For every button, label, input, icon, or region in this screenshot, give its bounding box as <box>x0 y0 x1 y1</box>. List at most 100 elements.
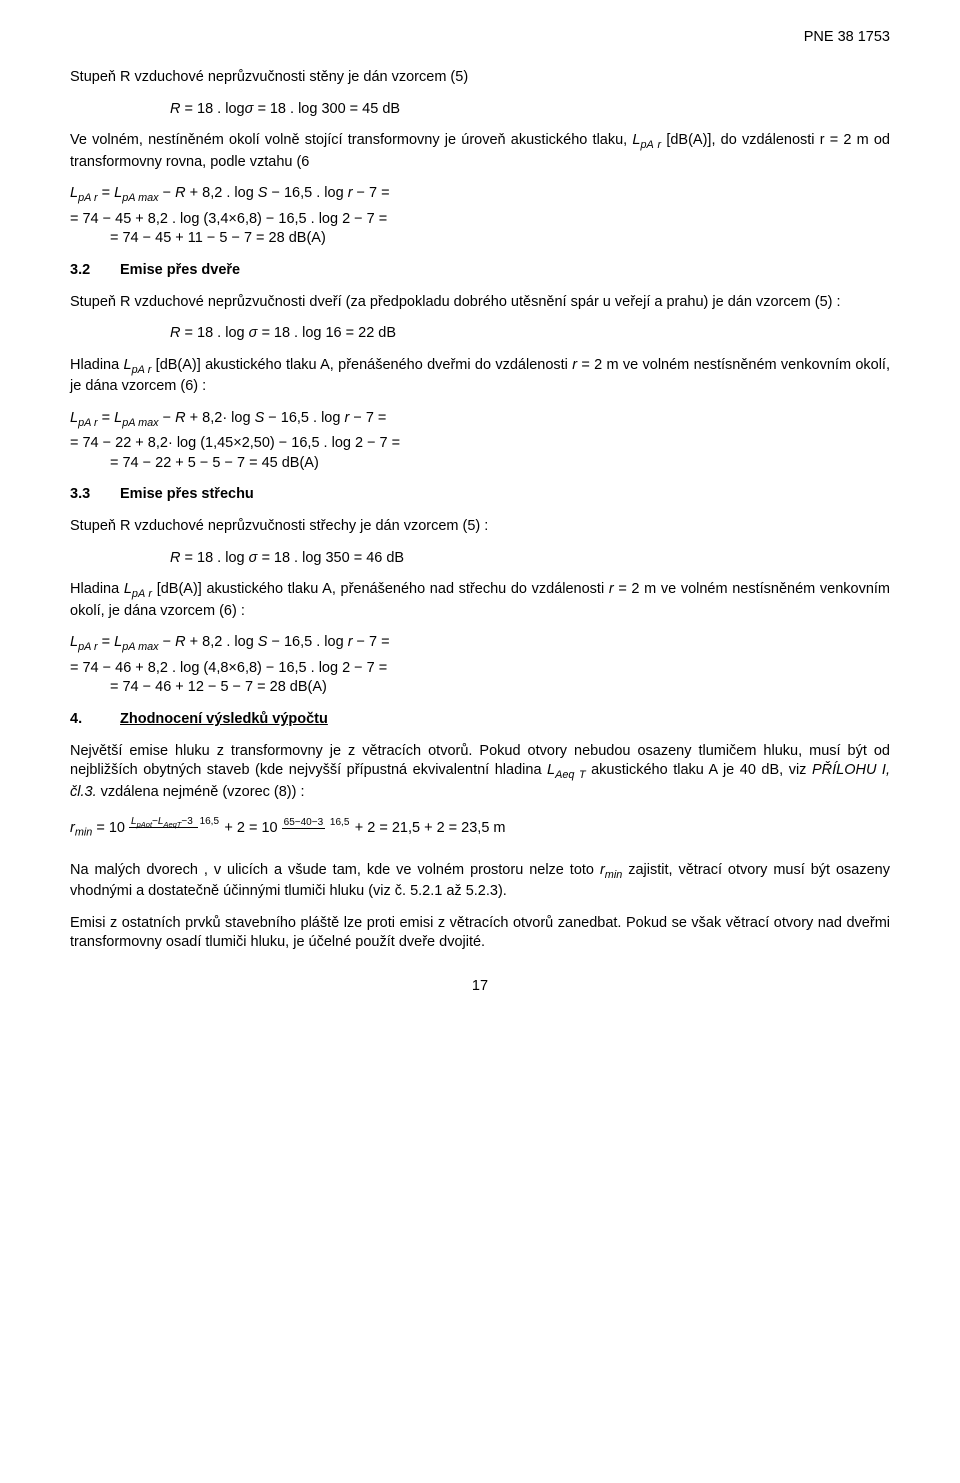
para-7: Největší emise hluku z transformovny je … <box>70 742 890 803</box>
c1-minus: − <box>159 185 176 201</box>
c1-L2: L <box>114 185 122 201</box>
heading-4: 4.Zhodnocení výsledků výpočtu <box>70 710 890 730</box>
calc2-line3: = 74 − 22 + 5 − 5 − 7 = 45 dB(A) <box>110 454 890 474</box>
eqr-f1-c: −3 <box>181 816 192 827</box>
calc1-line3: = 74 − 45 + 11 − 5 − 7 = 28 dB(A) <box>110 229 890 249</box>
c2-j: − 7 = <box>349 410 386 426</box>
eq1-body: = 18 . log <box>180 101 244 117</box>
c2-h: − 16,5 . log <box>264 410 344 426</box>
p6-c: [dB(A)] akustického tlaku A, přenášeného… <box>152 581 609 597</box>
c2-L2-sub: pA max <box>122 417 158 429</box>
c1-L1-sub: pA r <box>78 192 98 204</box>
calc2-line2: = 74 − 22 + 8,2· log (1,45×2,50) − 16,5 … <box>70 434 890 454</box>
c1-L1: L <box>70 185 78 201</box>
para-1: Stupeň R vzduchové neprůzvučnosti stěny … <box>70 68 890 88</box>
para-4: Hladina LpA r [dB(A)] akustického tlaku … <box>70 356 890 397</box>
p2-L-sub: pA r <box>640 139 661 151</box>
c2-L1-sub: pA r <box>78 417 98 429</box>
page: PNE 38 1753 Stupeň R vzduchové neprůzvuč… <box>0 0 960 1483</box>
c1-R: R <box>175 185 185 201</box>
p2-a: Ve volném, nestíněném okolí volně stojíc… <box>70 132 632 148</box>
p6-L: L <box>124 581 132 597</box>
p7-L-sub: Aeq T <box>555 769 585 781</box>
equation-2: R = 18 . log σ = 18 . log 16 = 22 dB <box>170 324 890 344</box>
para-8: Na malých dvorech , v ulicích a všude ta… <box>70 861 890 902</box>
p7-e: vzdálena nejméně (vzorec (8)) : <box>97 784 305 800</box>
equation-3: R = 18 . log σ = 18 . log 350 = 46 dB <box>170 549 890 569</box>
c2-S: S <box>255 410 265 426</box>
h33-num: 3.3 <box>70 485 120 505</box>
calc3-line1: LpA r = LpA max − R + 8,2 . log S − 16,5… <box>70 633 890 655</box>
para-3: Stupeň R vzduchové neprůzvučnosti dveří … <box>70 293 890 313</box>
p7-L: L <box>547 762 555 778</box>
heading-3-2: 3.2Emise přes dveře <box>70 261 890 281</box>
doc-code: PNE 38 1753 <box>804 28 890 48</box>
eq3-R: R <box>170 550 180 566</box>
page-number: 17 <box>70 977 890 997</box>
eq2-body: = 18 . log <box>180 325 248 341</box>
p6-a: Hladina <box>70 581 124 597</box>
p4-L: L <box>123 357 131 373</box>
h33-txt: Emise přes střechu <box>120 486 254 502</box>
eqr-frac2: 65−40−3 16,5 <box>282 818 352 829</box>
eq2-R: R <box>170 325 180 341</box>
p6-L-sub: pA r <box>132 588 152 600</box>
eqr-f1-bot: 16,5 <box>198 816 221 827</box>
c3-eq: = <box>98 634 115 650</box>
c2-eq: = <box>98 410 115 426</box>
c3-f: + 8,2 . log <box>186 634 258 650</box>
calc2-line1: LpA r = LpA max − R + 8,2· log S − 16,5 … <box>70 409 890 431</box>
eqr-f1-La-sub: pAot <box>137 820 152 829</box>
c1-j: − 7 = <box>353 185 390 201</box>
eq1-R: R <box>170 101 180 117</box>
c2-f: + 8,2· log <box>186 410 255 426</box>
equation-rmin: rmin = 10 LpAot−LAeqT−3 16,5 + 2 = 10 65… <box>70 814 890 840</box>
calc3-line3: = 74 − 46 + 12 − 5 − 7 = 28 dB(A) <box>110 678 890 698</box>
c3-L1: L <box>70 634 78 650</box>
para-6: Hladina LpA r [dB(A)] akustického tlaku … <box>70 580 890 621</box>
eq3-body: = 18 . log <box>180 550 248 566</box>
c3-R: R <box>175 634 185 650</box>
para-5: Stupeň R vzduchové neprůzvučnosti střech… <box>70 517 890 537</box>
calc3-line2: = 74 − 46 + 8,2 . log (4,8×6,8) − 16,5 .… <box>70 659 890 679</box>
c1-eq: = <box>98 185 115 201</box>
eqr-f1-Lb-sub: AeqT <box>163 820 181 829</box>
para-2: Ve volném, nestíněném okolí volně stojíc… <box>70 131 890 172</box>
h4-num: 4. <box>70 710 120 730</box>
c3-L1-sub: pA r <box>78 641 98 653</box>
calc1-line1: LpA r = LpA max − R + 8,2 . log S − 16,5… <box>70 184 890 206</box>
eqr-f2-bot: 16,5 <box>328 817 351 828</box>
eq2-sigma: σ = <box>249 325 274 341</box>
c3-L2-sub: pA max <box>122 641 158 653</box>
eq1-sigma: σ = <box>245 101 270 117</box>
p7-c: akustického tlaku A je 40 dB, viz <box>586 762 812 778</box>
heading-3-3: 3.3Emise přes střechu <box>70 485 890 505</box>
eqr-b: + 2 = 10 <box>224 820 277 836</box>
c2-L1: L <box>70 410 78 426</box>
eqr-a: = 10 <box>92 820 125 836</box>
eq3-mid: 18 . log 350 = 46 dB <box>274 550 404 566</box>
c2-R: R <box>175 410 185 426</box>
p4-a: Hladina <box>70 357 123 373</box>
equation-1: R = 18 . logσ = 18 . log 300 = 45 dB <box>170 100 890 120</box>
eqr-frac1: LpAot−LAeqT−3 16,5 <box>129 817 221 829</box>
c3-minus: − <box>159 634 176 650</box>
p8-a: Na malých dvorech , v ulicích a všude ta… <box>70 862 600 878</box>
eqr-f2-top: 65−40−3 <box>282 817 326 829</box>
c2-minus: − <box>159 410 176 426</box>
eqr-r-sub: min <box>75 827 93 839</box>
h32-txt: Emise přes dveře <box>120 262 240 278</box>
c3-h: − 16,5 . log <box>267 634 347 650</box>
eq2-mid: 18 . log 16 = 22 dB <box>274 325 396 341</box>
c3-j: − 7 = <box>353 634 390 650</box>
h4-txt: Zhodnocení výsledků výpočtu <box>120 711 328 727</box>
calc1-line2: = 74 − 45 + 8,2 . log (3,4×6,8) − 16,5 .… <box>70 210 890 230</box>
eq3-sigma: σ = <box>249 550 274 566</box>
p4-L-sub: pA r <box>132 364 152 376</box>
c1-f: + 8,2 . log <box>186 185 258 201</box>
h32-num: 3.2 <box>70 261 120 281</box>
c1-h: − 16,5 . log <box>267 185 347 201</box>
c1-L2-sub: pA max <box>122 192 158 204</box>
c2-L2: L <box>114 410 122 426</box>
para-9: Emisi z ostatních prvků stavebního plášt… <box>70 914 890 953</box>
